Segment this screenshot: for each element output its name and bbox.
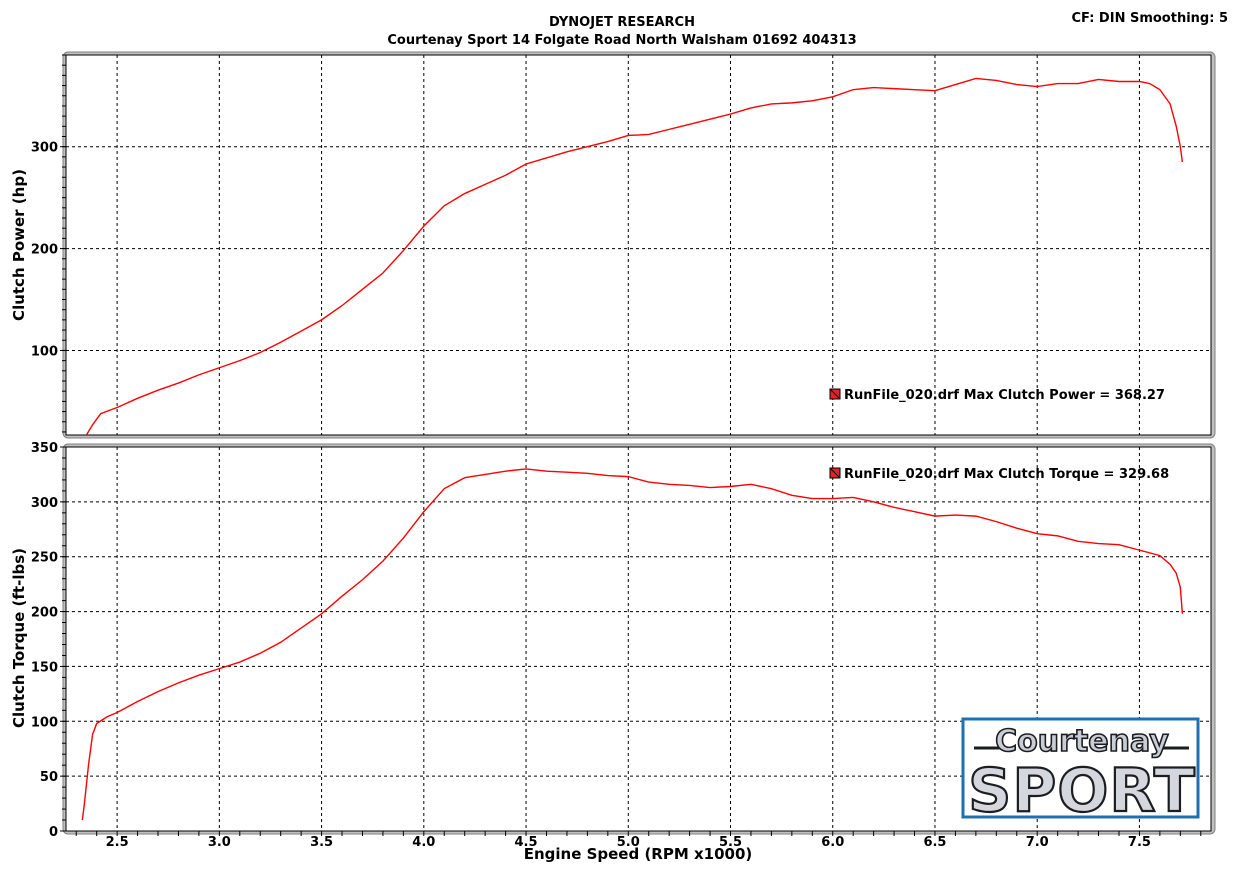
torque-legend: RunFile_020.drf Max Clutch Torque = 329.… (829, 467, 1169, 482)
y-tick-label: 150 (31, 660, 58, 675)
power-grid (66, 55, 1211, 435)
y-tick-label: 250 (31, 551, 58, 566)
torque-y-axis-label: Clutch Torque (ft-lbs) (10, 548, 28, 728)
x-tick-label: 4.0 (412, 835, 435, 850)
x-tick-label: 7.5 (1128, 835, 1151, 850)
x-tick-label: 2.5 (106, 835, 129, 850)
x-ticks: 2.5 3.0 3.5 4.0 4.5 5.0 5.5 6.0 6.5 7.0 7.5 (75, 831, 1202, 850)
x-tick-label: 6.5 (923, 835, 946, 850)
x-tick-label: 7.0 (1026, 835, 1049, 850)
y-tick-label: 300 (31, 496, 58, 511)
x-axis-label: Engine Speed (RPM x1000) (524, 845, 753, 863)
y-tick-label: 0 (49, 825, 58, 840)
torque-legend-swatch-mark (830, 468, 840, 478)
courtenay-sport-logo: Courtenay SPORT (961, 717, 1200, 827)
y-tick-label: 300 (31, 141, 58, 156)
y-tick-label: 350 (31, 441, 58, 456)
logo-line1: Courtenay (995, 724, 1169, 759)
x-tick-label: 4.5 (515, 835, 538, 850)
x-tick-label: 5.5 (719, 835, 742, 850)
power-legend-label: RunFile_020.drf Max Clutch Power = 368.2… (844, 388, 1165, 403)
y-tick-label: 200 (31, 243, 58, 258)
torque-y-ticks: 0 50 100 150 200 250 300 350 (31, 441, 66, 840)
power-y-axis-label: Clutch Power (hp) (10, 169, 28, 321)
power-legend: RunFile_020.drf Max Clutch Power = 368.2… (829, 388, 1165, 403)
logo-frame (961, 717, 1200, 819)
power-series-line (85, 77, 1184, 436)
y-tick-label: 200 (31, 606, 58, 621)
y-tick-label: 50 (40, 770, 58, 785)
power-plot-area (65, 54, 1212, 436)
chart-title: DYNOJET RESEARCH (549, 15, 695, 30)
y-tick-label: 100 (31, 715, 58, 730)
x-tick-label: 3.5 (310, 835, 333, 850)
logo-line2: SPORT (968, 756, 1196, 826)
power-legend-swatch-mark (830, 389, 840, 399)
settings-readout: CF: DIN Smoothing: 5 (1072, 11, 1229, 26)
torque-series-line (81, 468, 1184, 821)
torque-legend-label: RunFile_020.drf Max Clutch Torque = 329.… (844, 467, 1169, 482)
power-y-ticks: 100 200 300 (31, 54, 66, 433)
x-tick-label: 6.0 (821, 835, 844, 850)
x-tick-label: 5.0 (617, 835, 640, 850)
x-tick-label: 3.0 (208, 835, 231, 850)
chart-subtitle: Courtenay Sport 14 Folgate Road North Wa… (387, 33, 856, 48)
y-tick-label: 100 (31, 344, 58, 359)
